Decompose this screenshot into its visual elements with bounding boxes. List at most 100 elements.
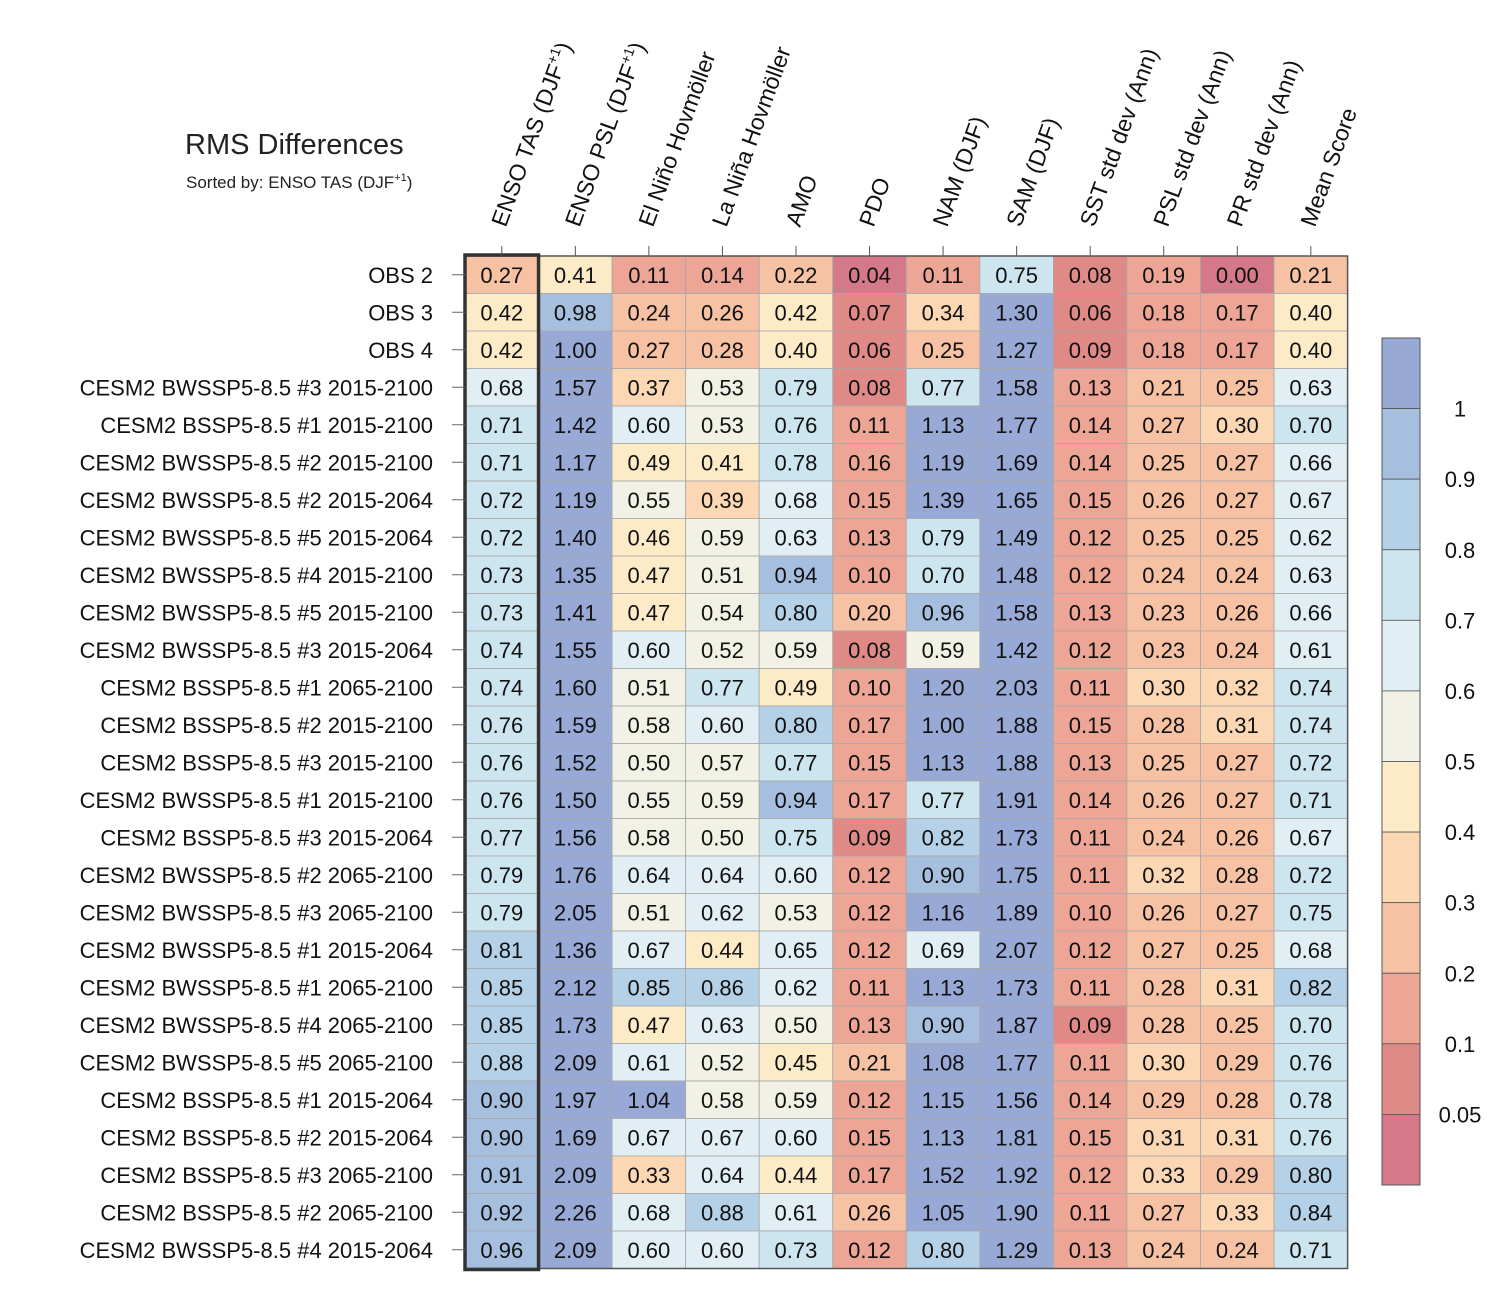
heatmap-cell <box>979 968 1054 1007</box>
cell-value-label: 0.80 <box>1289 1163 1332 1188</box>
colorbar-segment <box>1381 761 1421 833</box>
cell-value-label: 1.00 <box>554 338 597 363</box>
cell-value-label: 1.87 <box>995 1013 1038 1038</box>
cell-value-label: 0.79 <box>480 900 523 925</box>
heatmap-cell <box>832 1193 907 1232</box>
row-label: CESM2 BSSP5-8.5 #1 2015-2064 <box>100 1088 433 1113</box>
heatmap-cell <box>1053 968 1128 1007</box>
cell-value-label: 1.77 <box>995 1050 1038 1075</box>
cell-value-label: 1.39 <box>922 488 965 513</box>
heatmap-cell <box>1273 705 1349 744</box>
cell-value-label: 0.10 <box>848 563 891 588</box>
heatmap-cell <box>758 1005 834 1044</box>
heatmap-cell <box>1126 780 1201 819</box>
cell-value-label: 0.25 <box>1142 525 1185 550</box>
cell-value-label: 0.51 <box>627 900 670 925</box>
cell-value-label: 0.25 <box>1216 1013 1259 1038</box>
cell-value-label: 0.77 <box>922 788 965 813</box>
heatmap-cell <box>758 1043 834 1082</box>
cell-value-label: 0.11 <box>1070 863 1111 888</box>
column-label: NAM (DJF) <box>927 113 991 230</box>
heatmap-cell <box>1273 930 1349 969</box>
cell-value-label: 0.50 <box>627 750 670 775</box>
heatmap-cell <box>832 443 907 482</box>
colorbar-segment <box>1381 902 1421 974</box>
cell-value-label: 1.59 <box>554 713 597 738</box>
heatmap-cell <box>1053 480 1128 519</box>
cell-value-label: 0.27 <box>480 263 523 288</box>
cell-value-label: 0.68 <box>1289 938 1332 963</box>
cell-value-label: 0.14 <box>1069 1088 1112 1113</box>
chart-subtitle: Sorted by: ENSO TAS (DJF+1) <box>186 172 412 192</box>
cell-value-label: 0.75 <box>775 825 818 850</box>
row-label: CESM2 BWSSP5-8.5 #2 2015-2100 <box>80 450 433 475</box>
subtitle-suffix: ) <box>407 173 413 192</box>
cell-value-label: 0.59 <box>922 638 965 663</box>
cell-value-label: 0.26 <box>1216 600 1259 625</box>
heatmap-cell <box>1126 1230 1201 1269</box>
cell-value-label: 1.57 <box>554 375 597 400</box>
cell-value-label: 0.13 <box>848 525 891 550</box>
cell-value-label: 0.24 <box>627 300 670 325</box>
heatmap-cell <box>979 893 1054 932</box>
cell-value-label: 0.85 <box>627 975 670 1000</box>
row-label: CESM2 BSSP5-8.5 #1 2065-2100 <box>100 675 433 700</box>
column-label: ENSO PSL (DJF+1) <box>559 38 651 230</box>
heatmap-cell <box>1126 368 1201 407</box>
cell-value-label: 0.62 <box>701 900 744 925</box>
cell-value-label: 1.55 <box>554 638 597 663</box>
row-label: CESM2 BWSSP5-8.5 #4 2065-2100 <box>80 1013 433 1038</box>
heatmap-cell <box>611 893 687 932</box>
cell-value-label: 0.79 <box>480 863 523 888</box>
heatmap-cell <box>685 443 760 482</box>
cell-value-label: 2.09 <box>554 1050 597 1075</box>
heatmap-cell <box>1053 1005 1128 1044</box>
cell-value-label: 0.80 <box>922 1238 965 1263</box>
cell-value-label: 0.25 <box>1142 750 1185 775</box>
cell-value-label: 0.11 <box>1070 675 1111 700</box>
heatmap-cell <box>905 743 981 782</box>
colorbar-tick-label: 0.5 <box>1445 750 1476 775</box>
cell-value-label: 0.26 <box>1216 825 1259 850</box>
cell-value-label: 0.33 <box>627 1163 670 1188</box>
subtitle-superscript: +1 <box>394 172 407 184</box>
cell-value-label: 0.92 <box>480 1200 523 1225</box>
cell-value-label: 0.15 <box>848 750 891 775</box>
colorbar-tick-label: 0.3 <box>1445 891 1476 916</box>
cell-value-label: 0.25 <box>1216 938 1259 963</box>
cell-value-label: 0.50 <box>701 825 744 850</box>
cell-value-label: 0.71 <box>1289 1238 1332 1263</box>
heatmap-cell <box>1053 630 1128 669</box>
heatmap-cell <box>905 968 981 1007</box>
heatmap-cell <box>538 893 613 932</box>
colorbar-frame <box>1381 337 1421 1186</box>
cell-value-label: 0.68 <box>480 375 523 400</box>
heatmap-cell <box>1200 630 1275 669</box>
heatmap-cell <box>905 1043 981 1082</box>
cell-value-label: 0.61 <box>775 1200 818 1225</box>
heatmap-cell <box>1053 893 1128 932</box>
cell-value-label: 0.74 <box>480 638 523 663</box>
colorbar-segment <box>1381 619 1421 692</box>
row-label: CESM2 BWSSP5-8.5 #3 2015-2100 <box>80 375 433 400</box>
heatmap-cell <box>611 1193 687 1232</box>
heatmap-cell <box>685 330 760 369</box>
cell-value-label: 0.28 <box>1142 713 1185 738</box>
cell-value-label: 0.42 <box>480 300 523 325</box>
cell-value-label: 0.08 <box>848 638 891 663</box>
heatmap-cell <box>905 1005 981 1044</box>
cell-value-label: 1.48 <box>995 563 1038 588</box>
cell-value-label: 0.25 <box>1216 375 1259 400</box>
colorbar-tick-label: 0.8 <box>1445 538 1476 563</box>
row-label: CESM2 BWSSP5-8.5 #5 2015-2064 <box>80 525 433 550</box>
cell-value-label: 0.37 <box>627 375 670 400</box>
heatmap-cell <box>1126 1155 1201 1194</box>
heatmap-cell <box>538 405 613 444</box>
cell-value-label: 1.29 <box>995 1238 1038 1263</box>
cell-value-label: 0.58 <box>627 825 670 850</box>
cell-value-label: 0.39 <box>701 488 744 513</box>
heatmap-cell <box>1200 1080 1275 1119</box>
heatmap-cell <box>1273 480 1349 519</box>
heatmap-cell <box>758 1080 834 1119</box>
cell-value-label: 1.52 <box>922 1163 965 1188</box>
